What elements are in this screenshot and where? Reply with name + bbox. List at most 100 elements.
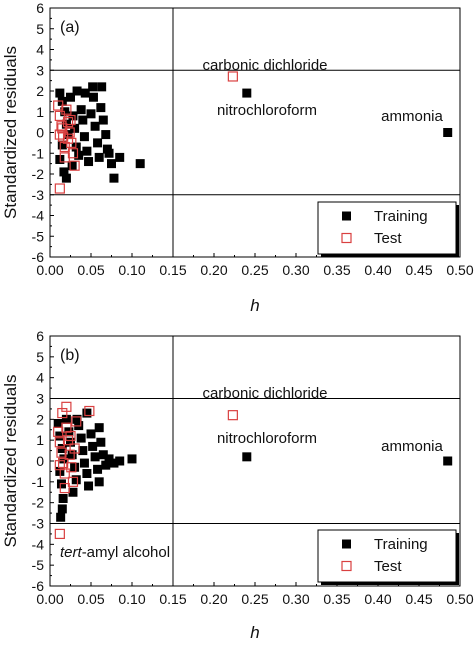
data-point-training [104,454,114,464]
data-point-test [61,401,72,412]
data-point-training [79,458,89,468]
annotation-label: ammonia [381,108,443,125]
annotation-label: tert-amyl alcohol [60,544,170,561]
x-tick-label: 0.45 [405,591,432,607]
data-point-training [443,456,453,466]
y-tick-label: 2 [36,411,44,427]
data-point-training [86,109,96,119]
y-tick-label: -5 [32,557,45,573]
data-point-test [62,133,74,144]
data-point-training [96,103,106,113]
y-tick-label: 3 [36,391,44,407]
x-tick-label: 0.30 [282,262,309,278]
data-point-training [88,92,98,102]
annotation-label: nitrochloroform [217,430,317,447]
data-point-training [68,487,78,497]
annotation-label: ammonia [381,438,443,455]
x-tick-label: 0.25 [241,591,268,607]
legend-box [317,201,457,255]
y-tick-label: -1 [32,145,45,161]
data-point-training [90,121,100,131]
data-point-test [59,482,70,494]
x-tick-label: 0.15 [159,591,186,607]
x-axis-title: h [250,296,259,315]
y-tick-label: -4 [32,536,45,552]
legend-label: Test [374,558,402,575]
panel-label: (a) [60,19,80,36]
x-tick-label: 0.40 [364,262,391,278]
x-tick-label: 0.50 [446,262,473,278]
x-tick-label: 0.15 [159,262,186,278]
data-point-training [67,450,77,460]
data-point-test [54,528,65,540]
data-point-test [62,117,74,128]
data-point-training [82,408,92,418]
data-point-training [109,458,119,468]
data-point-test [54,183,65,194]
data-point-test [54,110,65,122]
data-point-training [59,167,69,177]
data-point-training [98,450,108,460]
y-tick-label: -1 [32,474,45,490]
annotation-label: carbonic dichloride [202,57,327,74]
legend-marker-test [341,232,352,244]
x-tick-label: 0.10 [118,262,145,278]
data-point-test [66,462,77,473]
y-tick-label: 0 [36,453,44,469]
x-tick-label: 0.00 [36,262,63,278]
data-point-training [78,446,88,456]
data-point-training [90,452,100,462]
data-point-training [53,419,63,428]
data-point-training [76,433,86,443]
data-point-training [80,88,90,98]
y-axis-title: Standardized residuals [1,375,20,548]
y-tick-label: 4 [36,370,44,386]
data-point-training [84,157,94,167]
data-point-training [104,148,114,158]
data-point-test [54,460,65,471]
annotation-label: nitrochloroform [217,102,317,119]
data-point-test [65,114,76,126]
data-point-test [227,71,238,82]
data-point-training [84,481,94,491]
data-point-training [101,460,111,470]
annotation-label: carbonic dichloride [202,385,327,402]
x-tick-label: 0.35 [323,262,350,278]
x-tick-label: 0.05 [77,591,104,607]
legend-label: Training [374,536,428,553]
x-tick-label: 0.20 [200,262,227,278]
x-tick-label: 0.50 [446,591,473,607]
data-point-test [57,123,68,134]
data-point-training [443,128,453,137]
y-axis-title: Standardized residuals [1,46,20,219]
data-point-training [72,414,82,424]
data-point-test [69,443,80,454]
data-point-training [93,138,103,148]
legend-marker-test [341,560,352,572]
y-tick-label: -4 [32,208,45,224]
data-point-training [88,82,98,92]
data-point-training [96,437,106,447]
data-point-training [94,152,104,162]
data-point-training [82,469,92,478]
data-point-training [57,140,67,150]
y-tick-label: 2 [36,83,44,99]
data-point-test [67,476,79,487]
y-tick-label: -6 [32,249,45,265]
x-tick-label: 0.40 [364,591,391,607]
data-point-training [135,159,145,169]
data-point-training [66,437,75,447]
legend-marker-training [342,211,351,221]
data-point-training [109,173,119,183]
data-point-training [94,423,104,433]
data-point-training [97,82,107,92]
data-point-training [94,477,104,487]
x-tick-label: 0.20 [200,591,227,607]
data-point-test [59,152,70,163]
data-point-training [72,86,82,96]
data-point-test [227,410,238,421]
x-tick-label: 0.35 [323,591,350,607]
x-tick-label: 0.45 [405,262,432,278]
data-point-training [56,512,66,522]
